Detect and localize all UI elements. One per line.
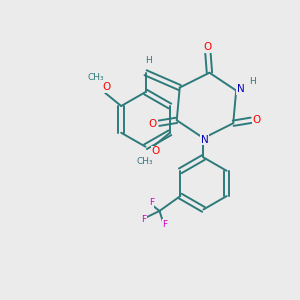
Text: F: F [162, 220, 167, 229]
Text: O: O [102, 82, 110, 92]
Text: O: O [149, 119, 157, 129]
Text: CH₃: CH₃ [137, 157, 154, 166]
Text: F: F [148, 198, 154, 207]
Text: O: O [204, 43, 212, 52]
Text: H: H [249, 77, 256, 86]
Text: N: N [237, 84, 244, 94]
Text: O: O [253, 115, 261, 125]
Text: H: H [145, 56, 152, 65]
Text: O: O [152, 146, 160, 157]
Text: F: F [142, 215, 147, 224]
Text: CH₃: CH₃ [88, 73, 104, 82]
Text: N: N [201, 135, 209, 145]
